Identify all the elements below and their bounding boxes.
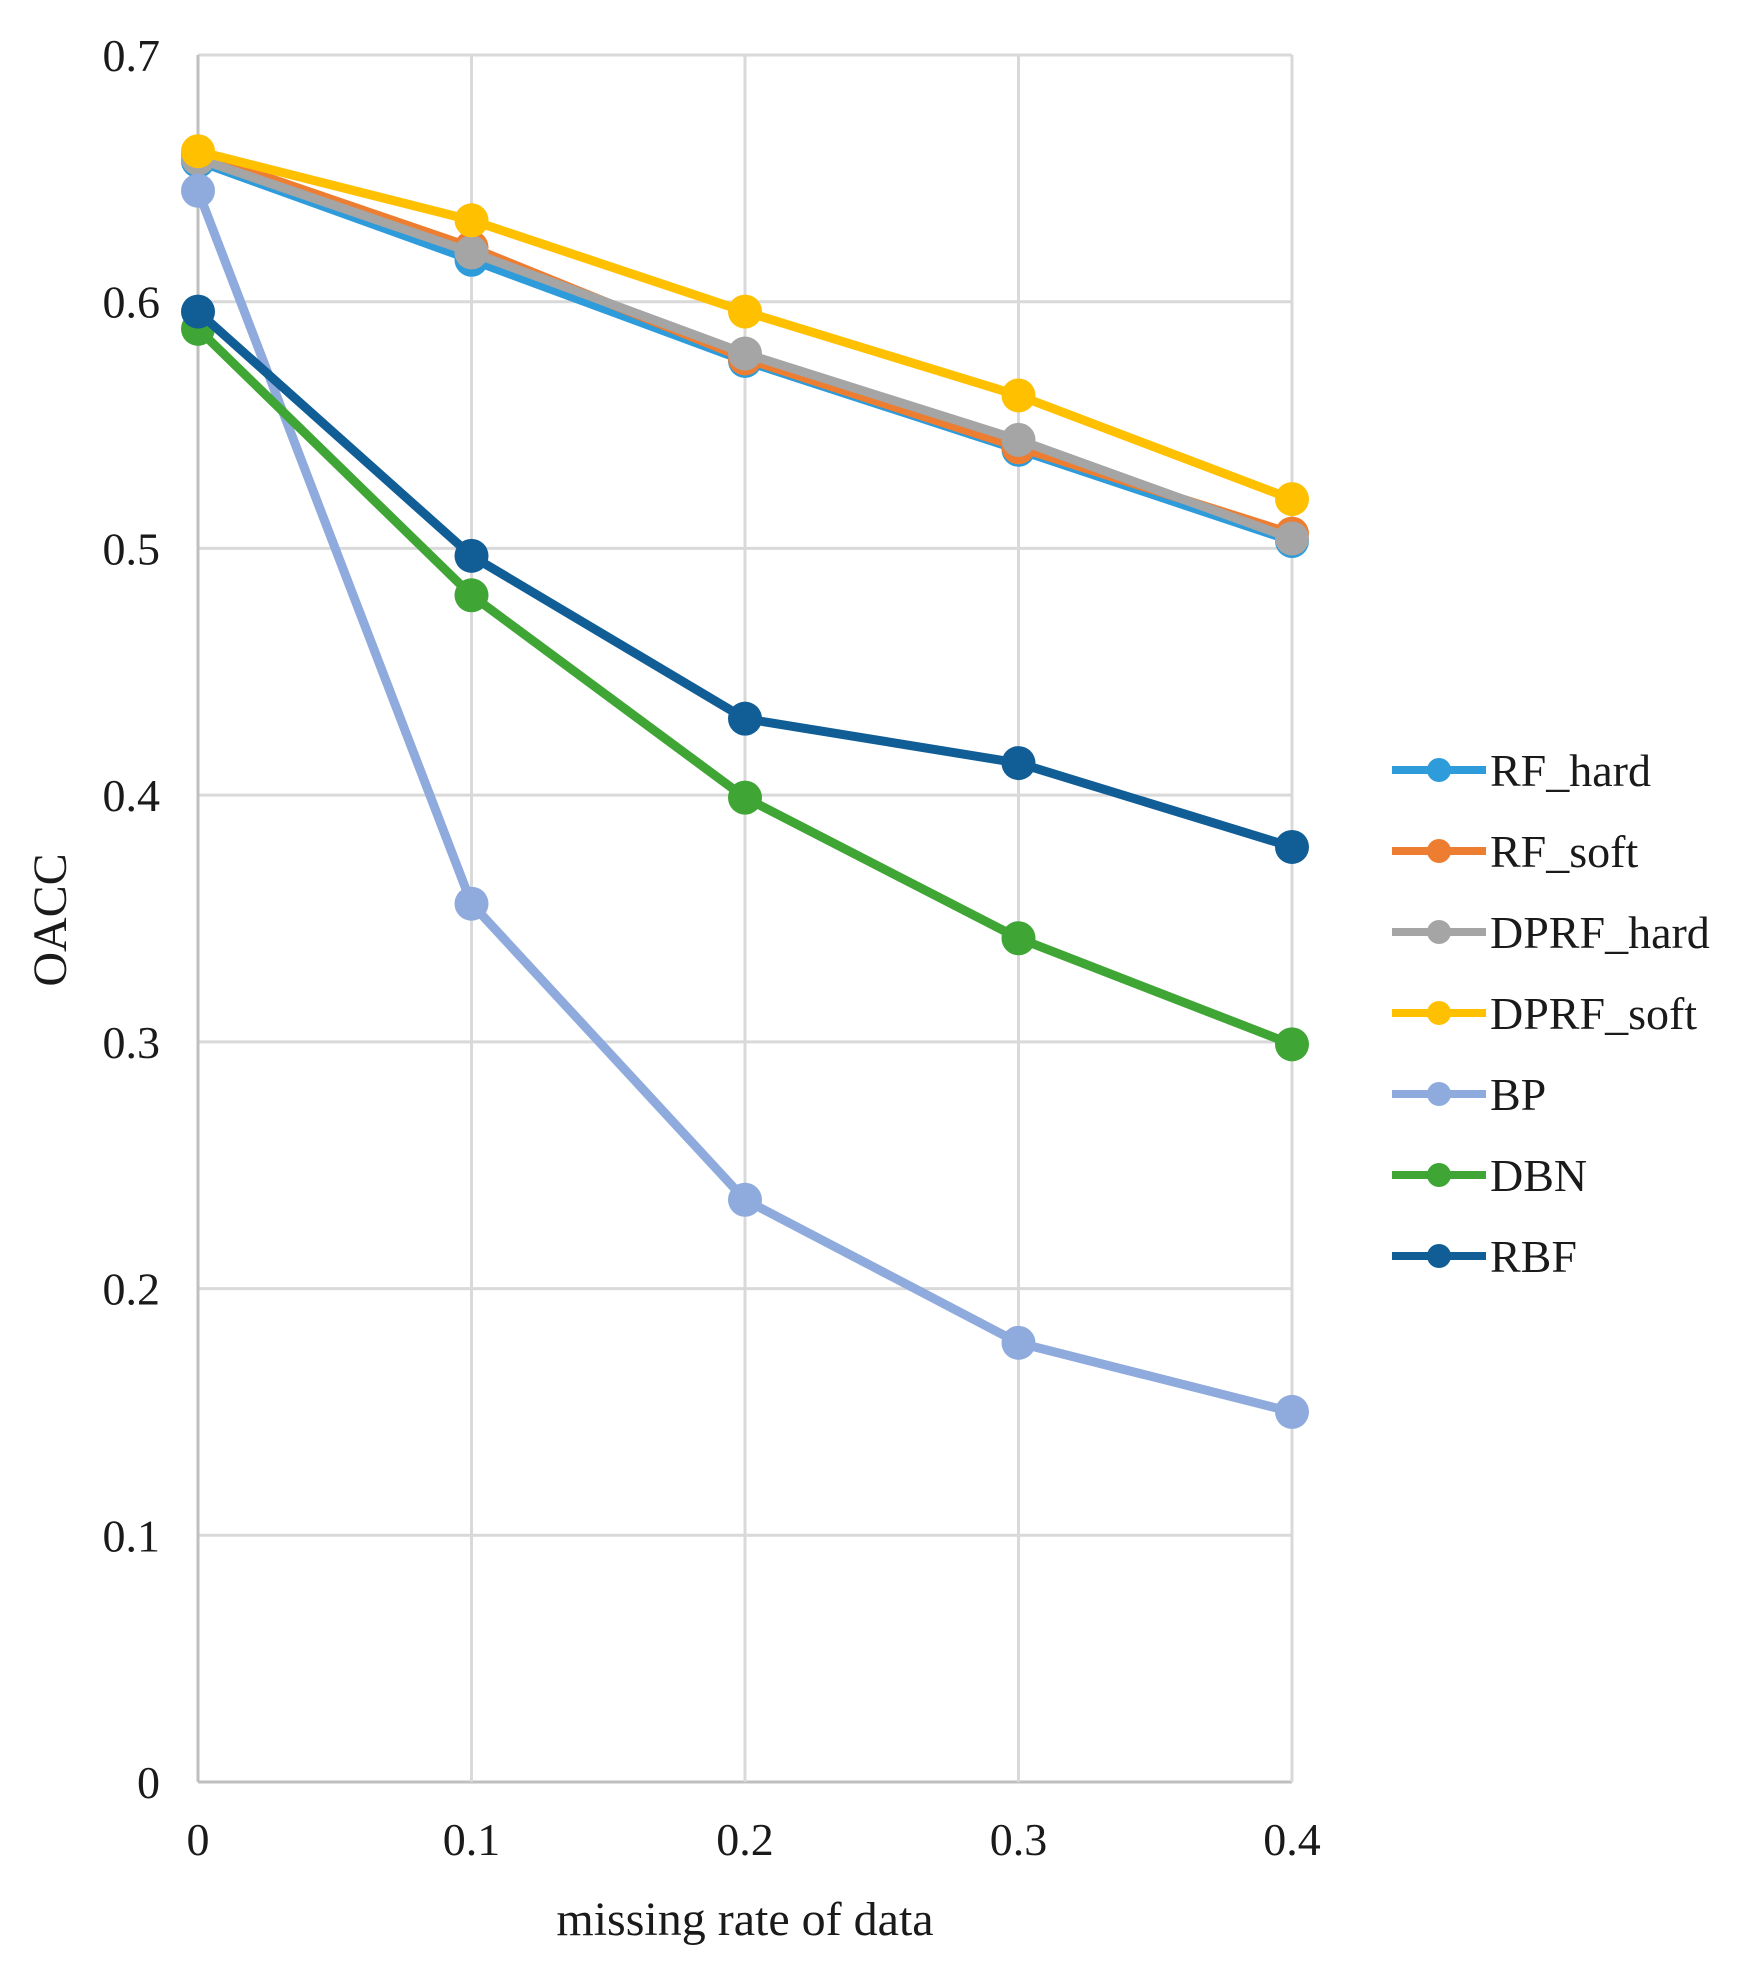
legend-label: RF_soft <box>1490 826 1638 877</box>
y-tick-label: 0.5 <box>103 523 161 574</box>
data-point <box>1001 921 1036 956</box>
data-point <box>1001 378 1036 413</box>
data-point <box>454 235 489 270</box>
data-point <box>454 578 489 613</box>
data-point <box>728 1182 762 1217</box>
data-point <box>1001 422 1036 457</box>
data-point <box>454 886 489 921</box>
legend-label: DPRF_soft <box>1490 988 1697 1039</box>
legend-item: DPRF_hard <box>1392 907 1710 958</box>
data-point <box>1001 1325 1036 1360</box>
data-point <box>454 538 489 573</box>
data-point <box>728 701 762 736</box>
series-DPRF_soft <box>181 134 1309 517</box>
y-tick-label: 0 <box>137 1757 160 1808</box>
legend-swatch-marker <box>1427 1082 1451 1106</box>
y-tick-label: 0.1 <box>103 1510 161 1561</box>
x-axis-title: missing rate of data <box>556 1893 933 1946</box>
legend-item: DBN <box>1392 1150 1587 1201</box>
data-point <box>181 173 215 208</box>
x-tick-label: 0.3 <box>990 1814 1048 1865</box>
y-axis-ticks: 0 0.1 0.2 0.3 0.4 0.5 0.6 0.7 <box>103 30 161 1808</box>
x-tick-label: 0.2 <box>716 1814 774 1865</box>
x-tick-label: 0.1 <box>443 1814 501 1865</box>
legend-swatch-marker <box>1427 920 1451 944</box>
data-point <box>181 134 215 169</box>
y-tick-label: 0.2 <box>103 1264 161 1315</box>
series-layer <box>181 134 1309 1429</box>
series-RBF <box>181 294 1309 864</box>
legend-label: DPRF_hard <box>1490 907 1710 958</box>
x-tick-label: 0 <box>187 1814 210 1865</box>
data-point <box>728 780 762 815</box>
legend-label: DBN <box>1490 1150 1587 1201</box>
data-point <box>1275 521 1309 556</box>
y-tick-label: 0.3 <box>103 1017 161 1068</box>
y-tick-label: 0.4 <box>103 770 161 821</box>
legend-swatch-marker <box>1427 1001 1451 1025</box>
y-tick-label: 0.6 <box>103 277 161 328</box>
legend-item: RBF <box>1392 1231 1577 1282</box>
data-point <box>181 294 215 329</box>
legend-label: RBF <box>1490 1231 1577 1282</box>
series-BP <box>181 173 1309 1429</box>
data-point <box>1275 482 1309 517</box>
legend-label: BP <box>1490 1069 1546 1120</box>
data-point <box>1275 1027 1309 1062</box>
legend-swatch-marker <box>1427 1244 1451 1268</box>
legend-label: RF_hard <box>1490 745 1651 796</box>
legend-item: RF_hard <box>1392 745 1651 796</box>
data-point <box>1275 829 1309 864</box>
data-point <box>728 294 762 329</box>
x-axis-ticks: 0 0.1 0.2 0.3 0.4 <box>187 1814 1321 1865</box>
data-point <box>1275 1394 1309 1429</box>
data-point <box>728 336 762 371</box>
legend-swatch-marker <box>1427 839 1451 863</box>
legend-item: BP <box>1392 1069 1546 1120</box>
data-point <box>454 203 489 238</box>
data-point <box>1001 746 1036 781</box>
legend-swatch-marker <box>1427 1163 1451 1187</box>
legend: RF_hard RF_soft DPRF_hard DPRF_soft BP DBN RBF <box>1392 745 1710 1282</box>
x-tick-label: 0.4 <box>1263 1814 1321 1865</box>
y-tick-label: 0.7 <box>103 30 161 81</box>
legend-item: DPRF_soft <box>1392 988 1697 1039</box>
legend-swatch-marker <box>1427 758 1451 782</box>
y-axis-title: OACC <box>24 853 77 986</box>
legend-item: RF_soft <box>1392 826 1638 877</box>
